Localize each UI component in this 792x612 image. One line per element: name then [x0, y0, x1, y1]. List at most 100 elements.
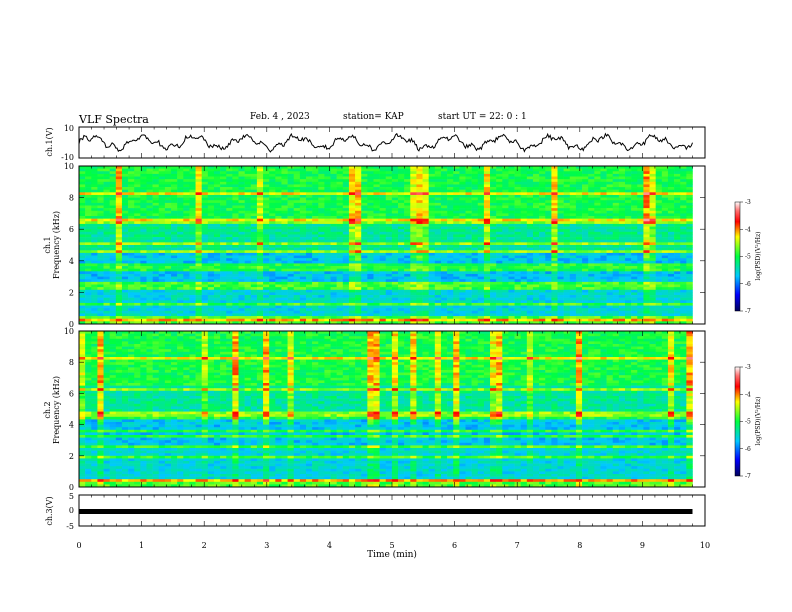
- spectrogram-cell: [324, 231, 331, 235]
- spectrogram-cell: [490, 187, 497, 190]
- spectrogram-cell: [220, 273, 227, 277]
- spectrogram-cell: [256, 221, 264, 225]
- spectrogram-cell: [551, 258, 558, 262]
- spectrogram-cell: [275, 205, 282, 209]
- spectrogram-cell: [275, 242, 282, 246]
- spectrogram-cell: [232, 268, 239, 272]
- spectrogram-cell: [171, 247, 178, 251]
- spectrogram-cell: [134, 234, 141, 238]
- spectrogram-cell: [508, 179, 515, 183]
- spectrogram-cell: [293, 184, 301, 188]
- spectrogram-cell: [373, 289, 380, 293]
- spectrogram-cell: [299, 229, 307, 233]
- spectrogram-cell: [526, 245, 534, 248]
- spectrogram-cell: [244, 176, 252, 180]
- spectrogram-cell: [355, 171, 362, 175]
- spectrogram-cell: [128, 179, 135, 183]
- spectrogram-cell: [667, 271, 675, 275]
- spectrogram-cell: [625, 234, 632, 238]
- spectrogram-cell: [404, 252, 411, 256]
- spectrogram-cell: [428, 276, 436, 280]
- spectrogram-cell: [121, 210, 129, 214]
- spectrogram-cell: [471, 234, 479, 238]
- spectrogram-cell: [545, 216, 552, 219]
- spectrogram-cell: [410, 210, 417, 214]
- spectrogram-cell: [121, 166, 129, 169]
- spectrogram-cell: [569, 273, 577, 277]
- spectrogram-cell: [152, 202, 160, 206]
- spectrogram-cell: [496, 276, 503, 280]
- spectrogram-cell: [440, 245, 448, 248]
- spectrogram-cell: [281, 263, 288, 267]
- spectrogram-cell: [183, 179, 190, 183]
- spectrogram-cell: [299, 266, 307, 269]
- spectrogram-cell: [680, 223, 687, 227]
- spectrogram-cell: [91, 250, 98, 254]
- spectrogram-cell: [293, 229, 301, 233]
- spectrogram-cell: [373, 223, 380, 227]
- spectrogram-cell: [342, 276, 350, 280]
- spectrogram-cell: [244, 252, 252, 256]
- spectrogram-cell: [575, 237, 583, 241]
- spectrogram-cell: [447, 210, 454, 214]
- spectrogram-cell: [459, 279, 466, 283]
- spectrogram-cell: [158, 184, 166, 188]
- spectrogram-cell: [600, 229, 607, 233]
- spectrogram-cell: [422, 279, 429, 283]
- spectrogram-cell: [575, 271, 583, 275]
- spectrogram-cell: [207, 250, 215, 254]
- spectrogram-cell: [318, 292, 325, 296]
- spectrogram-cell: [588, 271, 595, 275]
- spectrogram-cell: [477, 223, 485, 227]
- spectrogram-cell: [582, 184, 589, 188]
- spectrogram-cell: [674, 192, 681, 196]
- spectrogram-cell: [379, 252, 387, 256]
- spectrogram-cell: [625, 252, 632, 256]
- spectrogram-cell: [625, 263, 632, 267]
- spectrogram-cell: [459, 197, 466, 201]
- spectrogram-cell: [128, 200, 135, 204]
- spectrogram-cell: [195, 171, 202, 175]
- spectrogram-cell: [158, 234, 166, 238]
- spectrogram-cell: [250, 226, 258, 230]
- spectrogram-cell: [655, 210, 663, 214]
- spectrogram-cell: [594, 234, 601, 238]
- spectrogram-cell: [447, 192, 454, 196]
- spectrogram-cell: [490, 247, 497, 251]
- spectrogram-cell: [213, 242, 221, 246]
- spectrogram-cell: [655, 173, 663, 177]
- spectrogram-cell: [158, 189, 166, 193]
- spectrogram-cell: [447, 213, 454, 217]
- spectrogram-cell: [373, 276, 380, 280]
- spectrogram-cell: [232, 247, 239, 251]
- spectrogram-cell: [189, 242, 196, 246]
- spectrogram-cell: [606, 263, 614, 267]
- spectrogram-cell: [686, 281, 693, 285]
- spectrogram-cell: [637, 263, 644, 267]
- spectrogram-cell: [348, 252, 356, 256]
- spectrogram-cell: [410, 179, 417, 183]
- spectrogram-cell: [674, 202, 681, 206]
- spectrogram-cell: [391, 200, 399, 204]
- spectrogram-cell: [477, 181, 485, 185]
- spectrogram-cell: [195, 250, 202, 254]
- spectrogram-cell: [643, 226, 650, 230]
- spectrogram-cell: [220, 245, 227, 248]
- spectrogram-cell: [508, 189, 515, 193]
- spectrogram-cell: [655, 276, 663, 280]
- spectrogram-cell: [312, 247, 319, 251]
- spectrogram-cell: [312, 221, 319, 225]
- spectrogram-cell: [201, 226, 209, 230]
- spectrogram-cell: [612, 284, 620, 288]
- spectrogram-cell: [563, 252, 571, 256]
- spectrogram-cell: [606, 200, 614, 204]
- spectrogram-cell: [189, 237, 196, 241]
- spectrogram-cell: [404, 255, 411, 259]
- spectrogram-cell: [637, 173, 644, 177]
- spectrogram-cell: [305, 239, 313, 243]
- spectrogram-cell: [91, 202, 98, 206]
- spectrogram-cell: [471, 223, 479, 227]
- spectrogram-cell: [398, 210, 405, 214]
- spectrogram-cell: [398, 281, 405, 285]
- spectrogram-cell: [398, 245, 405, 248]
